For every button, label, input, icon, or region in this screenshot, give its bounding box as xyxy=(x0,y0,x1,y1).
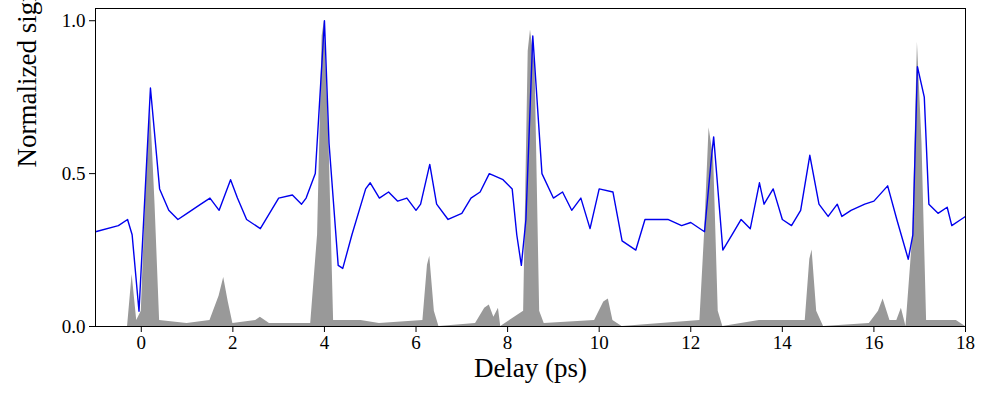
svg-text:0: 0 xyxy=(137,332,147,353)
svg-text:6: 6 xyxy=(411,332,421,353)
svg-text:10: 10 xyxy=(590,332,609,353)
svg-text:16: 16 xyxy=(864,332,883,353)
svg-text:2: 2 xyxy=(228,332,238,353)
svg-text:12: 12 xyxy=(681,332,700,353)
svg-text:Normalized signal: Normalized signal xyxy=(12,0,42,168)
svg-text:1.0: 1.0 xyxy=(62,10,86,31)
svg-text:Delay (ps): Delay (ps) xyxy=(474,353,587,383)
svg-text:8: 8 xyxy=(503,332,512,353)
svg-text:18: 18 xyxy=(956,332,975,353)
svg-text:0.5: 0.5 xyxy=(62,163,86,184)
svg-text:14: 14 xyxy=(773,332,793,353)
svg-text:0.0: 0.0 xyxy=(62,316,86,337)
svg-text:4: 4 xyxy=(320,332,330,353)
